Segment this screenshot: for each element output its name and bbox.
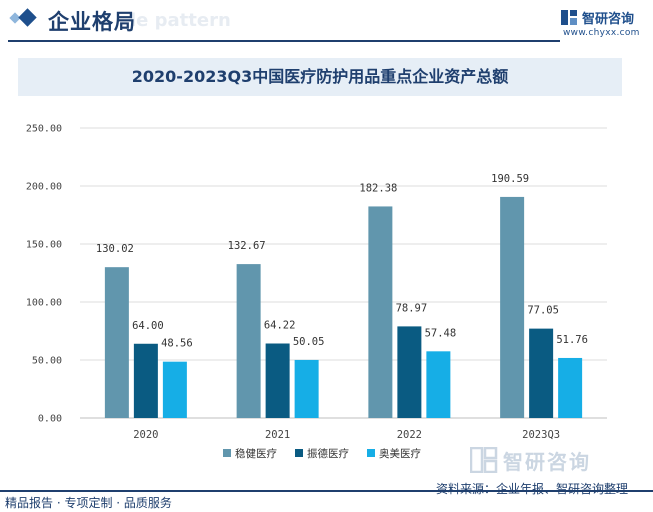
y-tick-label: 150.00 <box>26 240 62 251</box>
y-tick-label: 250.00 <box>26 124 62 135</box>
legend-label: 振德医疗 <box>307 447 349 460</box>
source-note: 资料来源：企业年报、智研咨询整理 <box>436 482 629 496</box>
legend-swatch <box>223 449 231 457</box>
legend-swatch <box>367 449 375 457</box>
bar <box>500 196 525 418</box>
legend-swatch <box>295 449 303 457</box>
bar <box>104 267 129 418</box>
logo-url[interactable]: www.chyxx.com <box>563 28 640 38</box>
bar-chart: 0.00 50.00 100.00 150.00 200.00 250.00 130.02 6… <box>26 124 607 460</box>
bar <box>236 264 261 418</box>
data-label: 51.76 <box>556 334 588 346</box>
footer-slogan: 精品报告 · 专项定制 · 品质服务 <box>5 496 172 510</box>
chart-title-band: 2020-2023Q3中国医疗防护用品重点企业资产总额 <box>18 58 622 96</box>
y-tick-label: 200.00 <box>26 182 62 193</box>
x-tick-label: 2022 <box>397 429 422 441</box>
data-label: 50.05 <box>293 336 325 348</box>
header-divider <box>8 40 560 42</box>
watermark-logo-text: 智研咨询 <box>503 450 591 474</box>
header-accent <box>18 8 37 27</box>
bar <box>558 357 583 418</box>
data-label: 77.05 <box>527 305 559 317</box>
bar <box>529 328 554 418</box>
logo-icon <box>561 10 577 25</box>
bar <box>133 343 158 418</box>
data-label: 64.00 <box>132 320 164 332</box>
bar <box>368 206 393 418</box>
bar <box>162 361 187 418</box>
bar <box>294 359 319 418</box>
y-tick-label: 100.00 <box>26 298 62 309</box>
legend-label: 奥美医疗 <box>379 447 421 460</box>
data-label: 78.97 <box>396 302 428 314</box>
data-label: 57.48 <box>425 327 457 339</box>
page-title: 企业格局 <box>48 10 136 34</box>
data-label: 190.59 <box>491 173 529 185</box>
logo-name: 智研咨询 <box>582 12 635 27</box>
x-tick-label: 2023Q3 <box>522 429 560 441</box>
header: le pattern 企业格局 智研咨询 www.chyxx.com <box>0 0 653 44</box>
data-label: 182.38 <box>359 182 397 194</box>
data-label: 64.22 <box>264 320 296 332</box>
y-tick-label: 0.00 <box>38 414 62 425</box>
bar <box>426 351 451 418</box>
y-tick-label: 50.00 <box>32 356 62 367</box>
data-label: 132.67 <box>228 240 266 252</box>
data-label: 130.02 <box>96 243 134 255</box>
legend-label: 稳健医疗 <box>235 447 277 460</box>
bar <box>265 343 290 418</box>
data-label: 48.56 <box>161 338 193 350</box>
x-tick-label: 2020 <box>133 429 158 441</box>
watermark-logo-icon <box>470 447 498 473</box>
x-tick-label: 2021 <box>265 429 290 441</box>
chart-title: 2020-2023Q3中国医疗防护用品重点企业资产总额 <box>131 67 509 86</box>
footer-divider <box>0 490 653 492</box>
header-watermark: le pattern <box>130 10 231 31</box>
bar <box>397 326 422 418</box>
